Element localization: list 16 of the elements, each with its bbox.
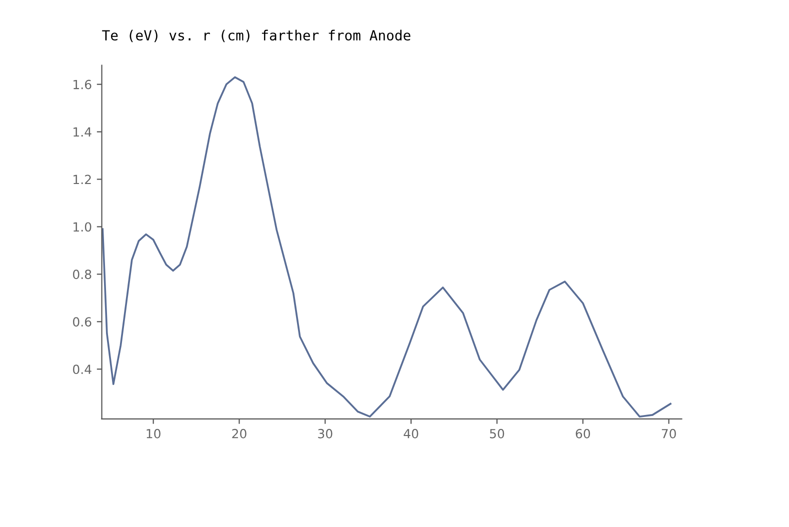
y-tick-label: 1.2 [74, 174, 91, 184]
x-tick-label: 30 [318, 428, 332, 438]
y-tick-label: 0.6 [73, 317, 92, 327]
x-tick-label: 20 [232, 428, 246, 438]
y-tick-label: 1.0 [74, 222, 92, 232]
x-tick-label: 60 [576, 428, 590, 438]
y-tick-label: 0.4 [73, 364, 92, 374]
x-tick-label: 50 [490, 428, 504, 438]
y-tick-label: 0.8 [73, 270, 92, 280]
y-tick-label: 1.4 [74, 127, 92, 137]
y-tick-label: 1.6 [74, 80, 92, 90]
chart-title: Te (eV) vs. r (cm) farther from Anode [102, 30, 410, 42]
x-tick-label: 70 [662, 428, 676, 438]
line-series [102, 76, 672, 418]
x-tick-label: 40 [404, 428, 418, 438]
x-tick-label: 10 [146, 428, 160, 438]
